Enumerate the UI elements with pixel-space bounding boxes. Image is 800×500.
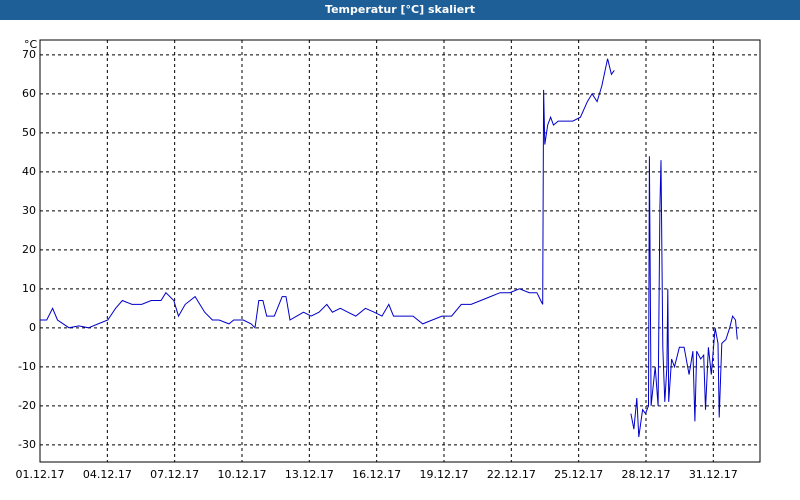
y-tick-label: 0 <box>29 321 36 334</box>
y-axis-label: °C <box>24 38 38 51</box>
x-tick-label: 22.12.17 <box>487 468 536 481</box>
x-tick-label: 28.12.17 <box>621 468 670 481</box>
y-tick-label: 40 <box>22 165 36 178</box>
y-tick-label: -10 <box>18 360 36 373</box>
x-tick-label: 31.12.17 <box>689 468 738 481</box>
title-bar <box>0 0 800 20</box>
x-tick-label: 10.12.17 <box>218 468 267 481</box>
x-tick-label: 07.12.17 <box>150 468 199 481</box>
x-tick-label: 01.12.17 <box>16 468 65 481</box>
y-tick-label: 70 <box>22 48 36 61</box>
x-tick-label: 16.12.17 <box>352 468 401 481</box>
y-tick-label: 30 <box>22 204 36 217</box>
x-tick-label: 04.12.17 <box>83 468 132 481</box>
data-line <box>40 58 738 438</box>
y-tick-label: 20 <box>22 243 36 256</box>
x-tick-label: 19.12.17 <box>419 468 468 481</box>
y-tick-label: 50 <box>22 126 36 139</box>
y-tick-label: -20 <box>18 399 36 412</box>
x-tick-label: 13.12.17 <box>285 468 334 481</box>
y-tick-label: -30 <box>18 438 36 451</box>
y-tick-label: 10 <box>22 282 36 295</box>
y-tick-label: 60 <box>22 87 36 100</box>
chart-title: Temperatur [°C] skaliert <box>325 3 475 16</box>
x-tick-label: 25.12.17 <box>554 468 603 481</box>
